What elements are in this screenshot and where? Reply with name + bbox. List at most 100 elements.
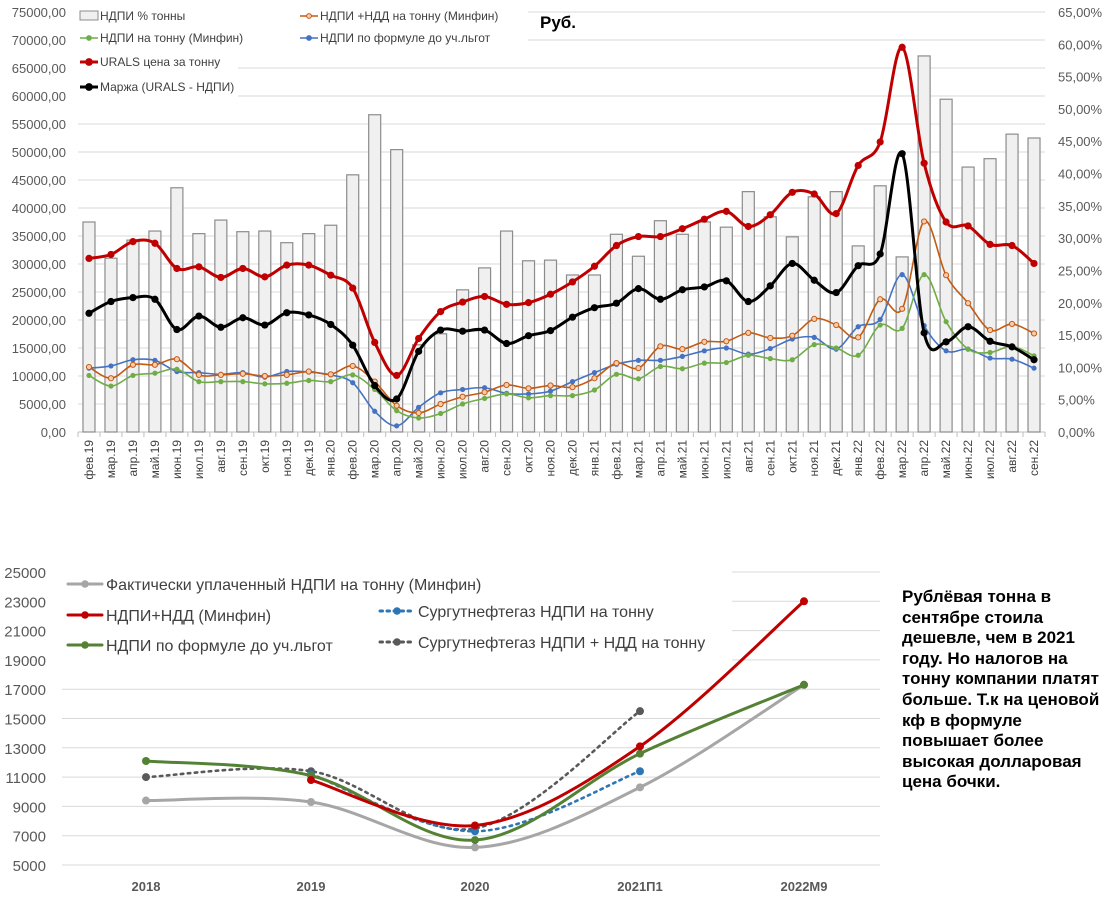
data-point — [547, 388, 554, 394]
x-tick-label: янв.21 — [587, 440, 601, 477]
x-tick-label: июн.22 — [961, 440, 975, 479]
data-point — [965, 346, 971, 352]
bar — [456, 289, 470, 433]
x-tick-label: мар.21 — [631, 440, 645, 479]
data-point — [810, 190, 818, 198]
x-tick-label: окт.21 — [785, 440, 799, 473]
legend-label: НДПИ по формуле до уч.льгот — [106, 638, 333, 655]
data-point — [568, 313, 577, 321]
data-point — [261, 372, 268, 380]
data-point — [394, 423, 400, 429]
legend-marker — [306, 35, 312, 41]
data-point — [86, 372, 92, 379]
chart-title: Руб. — [540, 13, 576, 32]
data-point — [854, 161, 862, 170]
legend-marker — [85, 58, 93, 66]
data-point — [307, 798, 315, 807]
data-point — [129, 294, 137, 302]
data-point — [833, 321, 840, 329]
x-tick-label: фев.19 — [82, 440, 96, 480]
bar — [1005, 133, 1019, 433]
data-point — [855, 334, 862, 341]
x-tick-label: июн.20 — [434, 440, 448, 479]
data-point — [371, 338, 379, 346]
legend-item: Маржа (URALS - НДПИ) — [80, 80, 234, 94]
line-series — [85, 150, 1038, 403]
data-point — [789, 332, 796, 339]
legend-item: НДПИ по формуле до уч.льгот — [66, 638, 333, 655]
x-tick-label: авг.20 — [478, 440, 492, 473]
data-point — [1008, 241, 1016, 250]
data-point — [151, 295, 159, 303]
bar — [236, 231, 250, 433]
data-point — [129, 238, 137, 246]
data-point — [811, 315, 818, 322]
data-point — [438, 390, 444, 396]
legend-label: Сургутнефтегаз НДПИ + НДД на тонну — [418, 635, 705, 652]
y-tick-label: 25000 — [4, 565, 46, 582]
y-tick-label: 11000 — [5, 770, 46, 787]
y-tick-label: 35000,00 — [12, 229, 66, 244]
data-point — [877, 316, 883, 323]
y-tick-label: 0,00 — [41, 425, 66, 440]
data-point — [415, 409, 422, 417]
data-point — [568, 278, 577, 286]
data-point — [262, 381, 268, 387]
bar — [82, 221, 96, 433]
data-point — [415, 347, 423, 355]
data-point — [239, 264, 247, 273]
y-tick-label: 40000,00 — [12, 201, 66, 216]
series-line — [309, 599, 806, 828]
data-point — [679, 346, 686, 353]
x-tick-label: сен.20 — [500, 440, 514, 476]
data-point — [636, 767, 644, 776]
y-tick-label: 23000 — [4, 594, 46, 611]
legend-item: URALS цена за тонну — [80, 55, 220, 69]
data-point — [613, 360, 620, 367]
line-series — [142, 680, 808, 845]
data-point — [437, 308, 445, 316]
y-tick-label: 55000,00 — [12, 117, 66, 132]
data-point — [678, 225, 686, 233]
y2-tick-label: 35,00% — [1058, 199, 1103, 214]
x-tick-label: сен.21 — [763, 440, 777, 476]
line-series — [85, 43, 1038, 380]
data-point — [471, 843, 479, 852]
legend-marker — [85, 83, 93, 91]
bar — [763, 216, 777, 433]
data-point — [261, 321, 269, 329]
data-point — [416, 415, 422, 421]
x-tick-label: фев.22 — [873, 440, 887, 480]
data-point — [657, 343, 664, 350]
y2-tick-label: 55,00% — [1058, 70, 1103, 85]
bar — [521, 260, 536, 433]
data-point — [502, 300, 511, 308]
data-point — [701, 338, 708, 345]
data-point — [657, 357, 663, 363]
x-tick-label: янв.20 — [324, 440, 338, 477]
legend-label: НДПИ % тонны — [100, 9, 185, 23]
data-point — [635, 357, 642, 363]
data-point — [239, 314, 247, 322]
data-point — [130, 357, 136, 363]
data-point — [877, 296, 884, 303]
x-tick-label: ноя.19 — [280, 440, 294, 477]
data-point — [855, 324, 861, 330]
data-point — [152, 370, 158, 376]
legend-bg — [62, 568, 732, 664]
legend-label: Сургутнефтегаз НДПИ на тонну — [418, 604, 654, 621]
data-point — [327, 271, 335, 279]
x-tick-label: авг.19 — [214, 440, 228, 473]
data-point — [459, 327, 467, 335]
data-point — [612, 241, 621, 250]
legend-marker — [81, 580, 89, 588]
data-point — [393, 402, 400, 409]
y2-tick-label: 60,00% — [1058, 37, 1103, 52]
data-point — [502, 339, 511, 348]
data-point — [306, 377, 312, 384]
data-point — [85, 254, 93, 262]
data-point — [635, 376, 642, 382]
data-point — [986, 326, 994, 334]
x-tick-label: ноя.20 — [544, 440, 558, 477]
data-point — [481, 389, 488, 396]
